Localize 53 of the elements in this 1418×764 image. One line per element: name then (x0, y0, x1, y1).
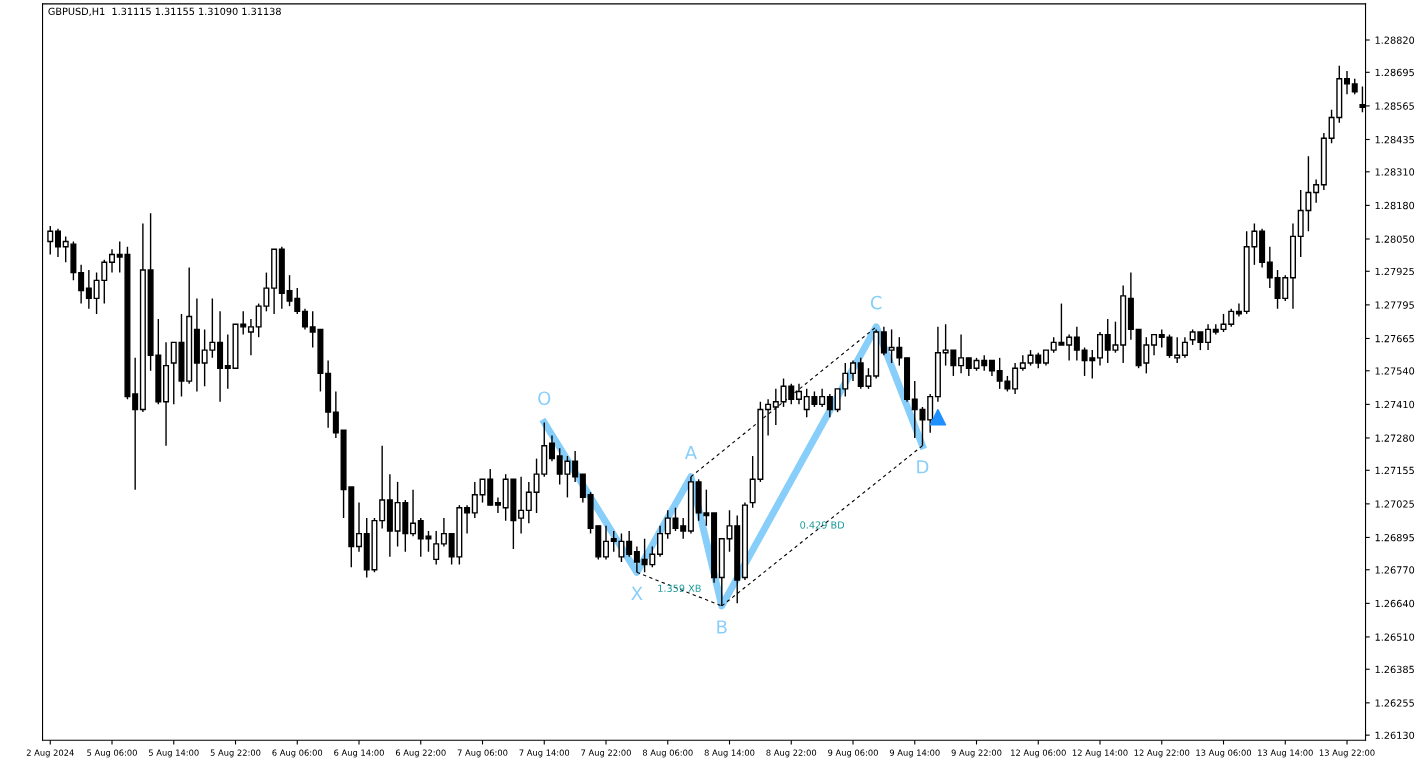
y-tick-label: 1.27795 (1375, 301, 1414, 309)
annotation: 1.359 XB (658, 584, 701, 592)
x-tick-label: 7 Aug 22:00 (581, 749, 631, 758)
x-tick-label: 12 Aug 22:00 (1134, 749, 1190, 758)
annotation: 0.429 BD (800, 521, 845, 529)
x-tick-label: 8 Aug 06:00 (642, 749, 693, 758)
y-tick-label: 1.27540 (1375, 367, 1415, 375)
y-tick-label: 1.28695 (1375, 68, 1414, 77)
x-tick-label: 13 Aug 22:00 (1319, 749, 1375, 758)
data-label: X (631, 586, 643, 600)
y-tick-label: 1.28820 (1375, 36, 1415, 44)
y-tick-label: 1.26510 (1375, 633, 1415, 641)
x-tick-label: 7 Aug 14:00 (519, 749, 570, 758)
x-tick-label: 7 Aug 06:00 (457, 749, 508, 758)
y-tick-label: 1.26770 (1375, 566, 1415, 574)
x-tick-label: 12 Aug 14:00 (1072, 749, 1128, 758)
x-tick-label: 8 Aug 22:00 (766, 749, 817, 758)
x-tick-label: 12 Aug 06:00 (1011, 749, 1066, 758)
x-tick-label: 13 Aug 06:00 (1196, 749, 1252, 758)
x-tick-label: 9 Aug 06:00 (828, 749, 878, 758)
x-tick-label: 6 Aug 06:00 (272, 749, 323, 758)
x-tick-label: 9 Aug 22:00 (951, 749, 1002, 758)
y-tick-label: 1.27410 (1375, 400, 1415, 409)
data-label: O (538, 391, 551, 406)
x-tick-label: 8 Aug 14:00 (704, 749, 755, 758)
y-tick-label: 1.27925 (1375, 267, 1414, 276)
y-tick-label: 1.28310 (1375, 168, 1415, 176)
x-tick-label: 5 Aug 06:00 (87, 749, 137, 758)
x-tick-label: 9 Aug 14:00 (889, 749, 940, 758)
y-tick-label: 1.26640 (1375, 599, 1415, 608)
x-tick-label: 5 Aug 14:00 (148, 749, 199, 758)
x-tick-label: 2 Aug 2024 (26, 749, 74, 758)
chart-title: GBPUSD,H1 1.31115 1.31155 1.31090 1.31138 (48, 7, 281, 17)
y-tick-label: 1.28435 (1375, 135, 1414, 144)
y-tick-label: 1.27025 (1375, 500, 1414, 508)
y-tick-label: 1.28565 (1375, 102, 1414, 110)
data-label: D (917, 460, 929, 474)
y-tick-label: 1.27155 (1375, 466, 1414, 475)
data-label: A (684, 445, 697, 460)
y-tick-label: 1.26385 (1375, 665, 1414, 674)
y-tick-label: 1.27280 (1375, 434, 1415, 442)
y-tick-label: 1.27665 (1375, 334, 1414, 343)
y-tick-label: 1.28180 (1375, 201, 1415, 210)
y-tick-label: 1.28050 (1375, 235, 1415, 243)
data-label: B (717, 620, 727, 634)
data-label: C (870, 295, 882, 310)
y-tick-label: 1.26130 (1375, 731, 1415, 739)
y-tick-label: 1.26255 (1375, 699, 1414, 707)
y-tick-label: 1.26895 (1375, 533, 1414, 542)
x-tick-label: 13 Aug 14:00 (1258, 749, 1313, 758)
x-tick-label: 6 Aug 22:00 (395, 749, 446, 758)
x-tick-label: 6 Aug 14:00 (334, 749, 384, 758)
x-tick-label: 5 Aug 22:00 (210, 749, 261, 758)
